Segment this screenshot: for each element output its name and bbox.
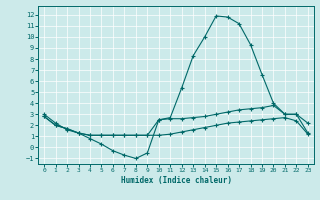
X-axis label: Humidex (Indice chaleur): Humidex (Indice chaleur) (121, 176, 231, 185)
